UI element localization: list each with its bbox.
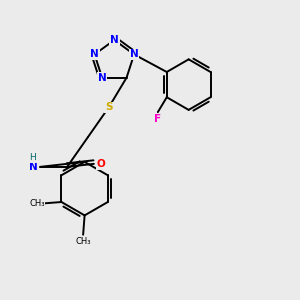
Text: N: N	[98, 73, 106, 83]
Text: N: N	[90, 50, 99, 59]
Text: N: N	[130, 50, 139, 59]
Text: H: H	[30, 153, 36, 162]
Text: CH₃: CH₃	[29, 199, 44, 208]
Text: F: F	[154, 114, 161, 124]
Text: O: O	[97, 159, 106, 169]
Text: S: S	[105, 102, 112, 112]
Text: N: N	[110, 35, 119, 45]
Text: N: N	[28, 162, 37, 172]
Text: CH₃: CH₃	[75, 237, 91, 246]
